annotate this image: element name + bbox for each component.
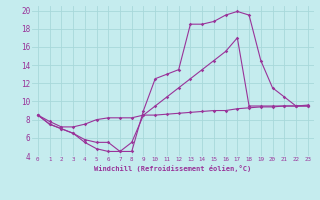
X-axis label: Windchill (Refroidissement éolien,°C): Windchill (Refroidissement éolien,°C)	[94, 165, 252, 172]
